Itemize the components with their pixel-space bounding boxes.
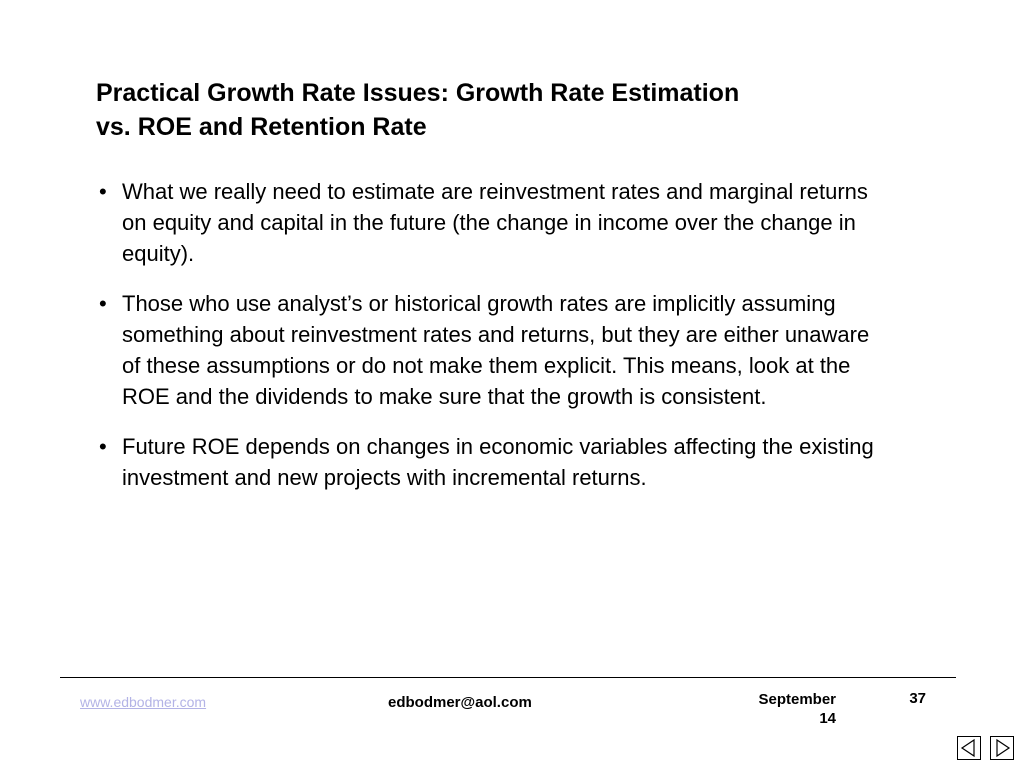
footer-email: edbodmer@aol.com — [388, 694, 532, 711]
footer-date: September 14 — [730, 690, 836, 728]
bullet-text: Those who use analyst’s or historical gr… — [122, 291, 870, 409]
bullet-marker: • — [99, 291, 107, 316]
bullet-marker: • — [99, 434, 107, 459]
previous-slide-button[interactable] — [957, 736, 981, 760]
bullet-text: What we really need to estimate are rein… — [122, 179, 868, 266]
footer-date-day: 14 — [819, 710, 836, 727]
website-link[interactable]: www.edbodmer.com — [80, 694, 207, 710]
bullet-marker: • — [99, 179, 107, 204]
triangle-left-icon — [960, 738, 975, 758]
bullet-list: • What we really need to estimate are re… — [98, 176, 888, 512]
slide-title: Practical Growth Rate Issues: Growth Rat… — [96, 76, 896, 144]
slide-title-line-1: Practical Growth Rate Issues: Growth Rat… — [96, 79, 740, 107]
footer-date-month: September — [758, 691, 836, 708]
next-slide-button[interactable] — [990, 736, 1014, 760]
bullet-item: • Those who use analyst’s or historical … — [98, 288, 888, 412]
bullet-text: Future ROE depends on changes in economi… — [122, 434, 874, 490]
footer-divider — [60, 677, 956, 678]
bullet-item: • Future ROE depends on changes in econo… — [98, 431, 888, 493]
bullet-item: • What we really need to estimate are re… — [98, 176, 888, 269]
page-number: 37 — [909, 690, 926, 707]
triangle-right-icon — [996, 738, 1011, 758]
slide-title-line-2: vs. ROE and Retention Rate — [96, 113, 427, 141]
